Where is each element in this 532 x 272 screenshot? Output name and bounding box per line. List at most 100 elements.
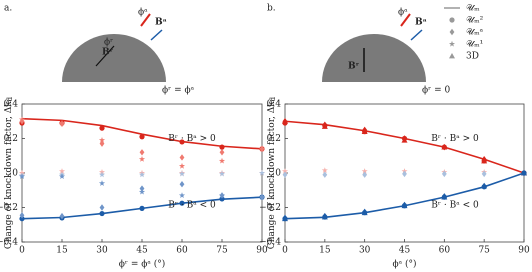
marker <box>441 194 448 200</box>
marker <box>258 193 266 200</box>
marker <box>59 212 65 220</box>
shell <box>322 34 426 82</box>
marker <box>481 170 487 178</box>
arrow <box>400 13 411 27</box>
x-tick-label: 30 <box>96 246 108 256</box>
marker <box>219 149 225 156</box>
marker <box>402 170 407 178</box>
marker <box>98 180 106 186</box>
marker <box>282 215 288 222</box>
marker <box>179 154 185 161</box>
x-tick-label: 90 <box>256 246 268 256</box>
x-axis-label: ϕᵃ (°) <box>393 259 417 270</box>
marker <box>481 182 488 189</box>
annotation: Bʳ · Bᵃ < 0 <box>431 200 479 210</box>
marker <box>138 156 146 162</box>
marker <box>281 168 289 174</box>
y-tick-label: −0.2 <box>0 203 18 213</box>
marker <box>218 192 226 199</box>
x-tick-label: 15 <box>319 246 331 256</box>
y-tick-label: 0.2 <box>267 134 281 144</box>
marker <box>58 119 66 126</box>
y-tick-label: 0 <box>275 169 281 179</box>
marker <box>218 157 226 164</box>
marker <box>178 162 186 169</box>
marker <box>362 171 368 178</box>
y-axis-label-sub: d <box>269 96 277 101</box>
x-tick-label: 30 <box>359 246 371 256</box>
inset-label: ϕᵃ <box>138 8 148 18</box>
panel: b. ϕᵃ Bᵃ Bʳ ϕʳ = 0 −0.4 −0.2 0 0.2 0.4 0 15 30 45 60 75… <box>259 4 530 270</box>
marker <box>321 213 328 220</box>
marker <box>441 170 447 178</box>
annotation: Bʳ · Bᵃ < 0 <box>168 200 216 210</box>
panel-label: b. <box>267 4 276 14</box>
x-tick-label: 90 <box>518 246 530 256</box>
marker <box>449 17 455 23</box>
inset-label: Bʳ <box>348 62 360 72</box>
x-tick-label: 15 <box>56 246 68 256</box>
inset-b <box>322 13 426 82</box>
inset-a <box>62 13 166 82</box>
y-axis-label: Change of knockdown factor, Δkd <box>4 96 15 249</box>
legend-label: 𝒰ₘ <box>466 4 480 14</box>
marker <box>361 209 368 216</box>
marker <box>218 170 226 177</box>
marker <box>19 216 25 222</box>
marker <box>99 125 105 131</box>
marker <box>361 128 368 134</box>
marker <box>139 134 145 140</box>
marker <box>179 181 185 188</box>
marker <box>178 170 186 177</box>
x-tick-label: 0 <box>19 246 25 256</box>
marker <box>99 210 105 217</box>
legend-label: 𝒰ₘ² <box>466 16 484 26</box>
x-tick-label: 75 <box>216 246 228 256</box>
y-tick-label: 0 <box>12 169 18 179</box>
legend-label: 𝒰ₘ¹ <box>466 40 483 50</box>
marker <box>18 116 26 123</box>
y-tick-label: 0.2 <box>4 134 18 144</box>
inset-label: ϕᵃ <box>398 8 408 18</box>
shell <box>62 34 166 82</box>
marker <box>258 145 266 152</box>
marker <box>19 118 25 125</box>
marker <box>219 144 225 150</box>
y-tick-label: −0.4 <box>259 238 281 248</box>
marker <box>139 149 145 156</box>
fit-line <box>21 117 263 150</box>
marker <box>449 53 455 59</box>
marker <box>401 137 408 143</box>
marker <box>521 170 527 176</box>
inset-label: Bʳ <box>102 48 114 58</box>
x-tick-label: 45 <box>136 246 148 256</box>
arrow <box>150 29 163 41</box>
fit-line <box>284 120 525 174</box>
marker <box>179 139 185 145</box>
marker <box>58 173 66 180</box>
marker <box>282 118 288 124</box>
annotation: Bʳ · Bᵃ > 0 <box>168 134 216 144</box>
y-tick-label: 0.4 <box>4 100 19 110</box>
legend-label: 3D <box>466 52 479 62</box>
y-tick-label: −0.4 <box>0 238 18 248</box>
marker <box>448 40 456 47</box>
marker <box>361 168 368 174</box>
marker <box>322 171 328 178</box>
y-axis-label-main: Change of knockdown factor, Δk <box>4 101 14 249</box>
x-tick-label: 60 <box>439 246 451 256</box>
y-tick-label: 0.4 <box>267 100 282 110</box>
marker <box>19 212 25 219</box>
marker <box>18 173 26 180</box>
marker <box>99 204 105 211</box>
x-tick-label: 75 <box>478 246 490 256</box>
inset-label: Bᵃ <box>155 18 167 28</box>
marker <box>58 168 66 174</box>
marker <box>321 167 328 173</box>
marker <box>321 123 328 129</box>
annotation: Bʳ · Bᵃ > 0 <box>431 134 479 144</box>
marker <box>258 169 266 176</box>
marker <box>449 28 455 36</box>
